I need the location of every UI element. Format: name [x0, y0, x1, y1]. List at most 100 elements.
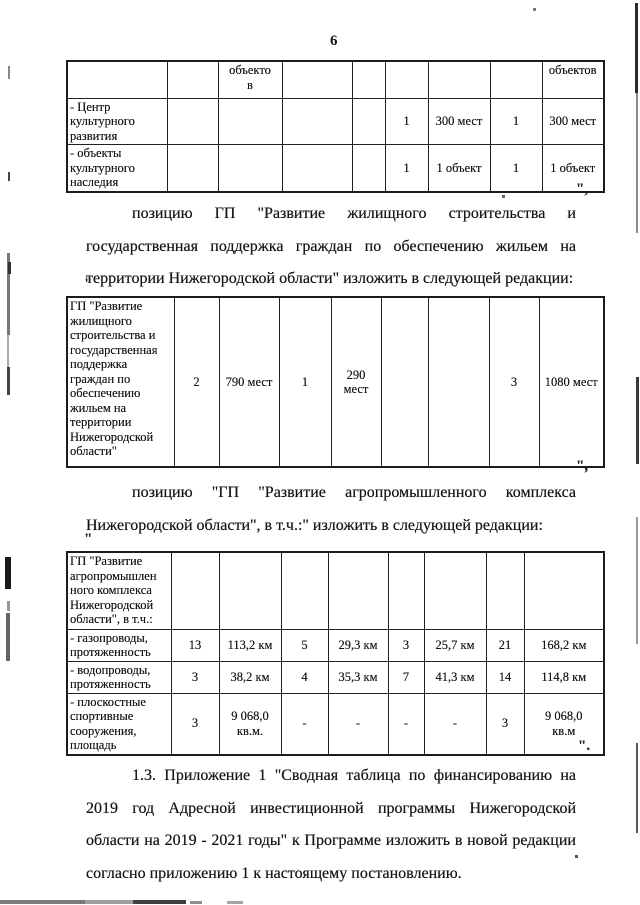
table-cell: 3 [387, 628, 425, 662]
scan-edge-mark [227, 901, 243, 904]
scan-edge-mark [636, 517, 638, 644]
table-row: - водопроводы, протяженность 3 38,2 км 4… [66, 660, 605, 694]
table-cell: - [327, 692, 389, 755]
table-cell [351, 97, 386, 145]
table-cell: 300 мест [427, 97, 491, 145]
table-cell [217, 97, 283, 145]
table-cell: 13 [170, 628, 220, 662]
table-cell: 168,2 км [523, 628, 605, 662]
table-cell: 7 [387, 660, 425, 694]
table-cell: 38,2 км [218, 660, 282, 694]
table-cell: ГП "Развитие агропромышлен ного комплекс… [66, 551, 172, 630]
scan-edge-mark [8, 262, 11, 274]
table-cell: 3 [170, 692, 220, 755]
table-cell: - водопроводы, протяженность [66, 660, 172, 694]
table-cell: 29,3 км [327, 628, 389, 662]
table-cell: 300 мест [541, 97, 605, 145]
table-cell: 3 [488, 296, 540, 468]
table-cell [166, 97, 219, 145]
paragraph-appendix: 1.3. Приложение 1 "Сводная таблица по фи… [86, 767, 576, 882]
table-row: - плоскостные спортивные сооружения, пло… [66, 692, 605, 755]
table-cell: 1 [489, 97, 543, 145]
table-cell: объектов [541, 60, 605, 99]
table-cell [218, 551, 282, 630]
scan-edge-mark [8, 66, 10, 79]
table-cell [423, 551, 487, 630]
scan-edge-mark [7, 253, 10, 335]
table-cell: - плоскостные спортивные сооружения, пло… [66, 692, 172, 755]
paragraph-agro-intro: позицию "ГП "Развитие агропромышленного … [86, 484, 576, 534]
table-cell [281, 97, 353, 145]
table-cell: 25,7 км [423, 628, 487, 662]
table-cell: 1080 мест [538, 296, 605, 468]
table-cell: - объекты культурного наследия [66, 144, 168, 192]
table-cell: - Центр культурного развития [66, 97, 168, 145]
table-cell: 5 [280, 628, 329, 662]
closing-quote-comma: ", [576, 458, 589, 474]
closing-quote-period: ". [578, 738, 591, 754]
table-cell [384, 60, 429, 99]
table-cell [217, 144, 283, 192]
scan-edge-mark [6, 613, 10, 661]
table-cell: - [387, 692, 425, 755]
table-cell: 1 [384, 97, 429, 145]
table-cell [351, 60, 386, 99]
scan-edge-mark [636, 743, 638, 833]
table-cell: 4 [280, 660, 329, 694]
table-cell [380, 296, 429, 468]
table-agro-program: ГП "Развитие агропромышлен ного комплекс… [66, 551, 605, 756]
table-cell: 790 мест [218, 296, 280, 468]
table-row: - газопроводы, протяженность 13 113,2 км… [66, 628, 605, 662]
table-cell: 1 объект [541, 144, 605, 192]
scan-edge-mark [7, 367, 10, 395]
table-cell: 41,3 км [423, 660, 487, 694]
table-cell: 1 объект [427, 144, 491, 192]
table-cell: 1 [489, 144, 543, 192]
table-cell: 9 068,0 кв.м [523, 692, 605, 755]
scan-edge-mark [85, 900, 133, 904]
scan-edge-mark [7, 335, 9, 367]
table-cell: ГП "Развитие жилищного строительства и г… [66, 296, 175, 468]
opening-quote: " [84, 531, 93, 547]
scan-edge-mark [8, 172, 10, 181]
scan-edge-mark [190, 901, 202, 904]
table-row: ГП "Развитие агропромышлен ного комплекс… [66, 551, 605, 630]
paragraph-housing-intro: позицию ГП "Развитие жилищного строитель… [86, 205, 576, 287]
table-cell [280, 551, 329, 630]
table-cell: 113,2 км [218, 628, 282, 662]
table-cell: 3 [485, 692, 525, 755]
table-cell: 1 [384, 144, 429, 192]
table-cell: 21 [485, 628, 525, 662]
table-cell: - [423, 692, 487, 755]
table-cell [489, 60, 543, 99]
table-cell [485, 551, 525, 630]
table-cell [281, 60, 353, 99]
table-cell: 14 [485, 660, 525, 694]
closing-quote-comma: ", [576, 181, 589, 197]
table-cell [427, 60, 491, 99]
page-number: 6 [330, 33, 338, 49]
table-housing-program: ГП "Развитие жилищного строительства и г… [66, 296, 605, 468]
table-row: - Центр культурного развития 1 300 мест … [66, 97, 605, 145]
table-row: - объекты культурного наследия 1 1 объек… [66, 144, 605, 192]
table-row: объекто в объектов [66, 60, 605, 99]
table-cell [427, 296, 490, 468]
table-cell: 290 мест [330, 296, 382, 468]
scan-edge-mark [5, 557, 11, 589]
table-cell: 35,3 км [327, 660, 389, 694]
table-cell [327, 551, 389, 630]
table-row: ГП "Развитие жилищного строительства и г… [66, 296, 605, 468]
table-cell: - [280, 692, 329, 755]
table-cell: 2 [173, 296, 220, 468]
scan-edge-mark [7, 601, 10, 611]
table-cell [387, 551, 425, 630]
table-cell [281, 144, 353, 192]
table-cell [166, 60, 219, 99]
scan-edge-mark [133, 900, 186, 904]
table-cell: 114,8 км [523, 660, 605, 694]
table-cell: 3 [170, 660, 220, 694]
table-culture-objects: объекто в объектов - Центр культурного р… [66, 60, 605, 193]
scan-edge-mark [636, 93, 638, 233]
table-cell: 1 [278, 296, 332, 468]
